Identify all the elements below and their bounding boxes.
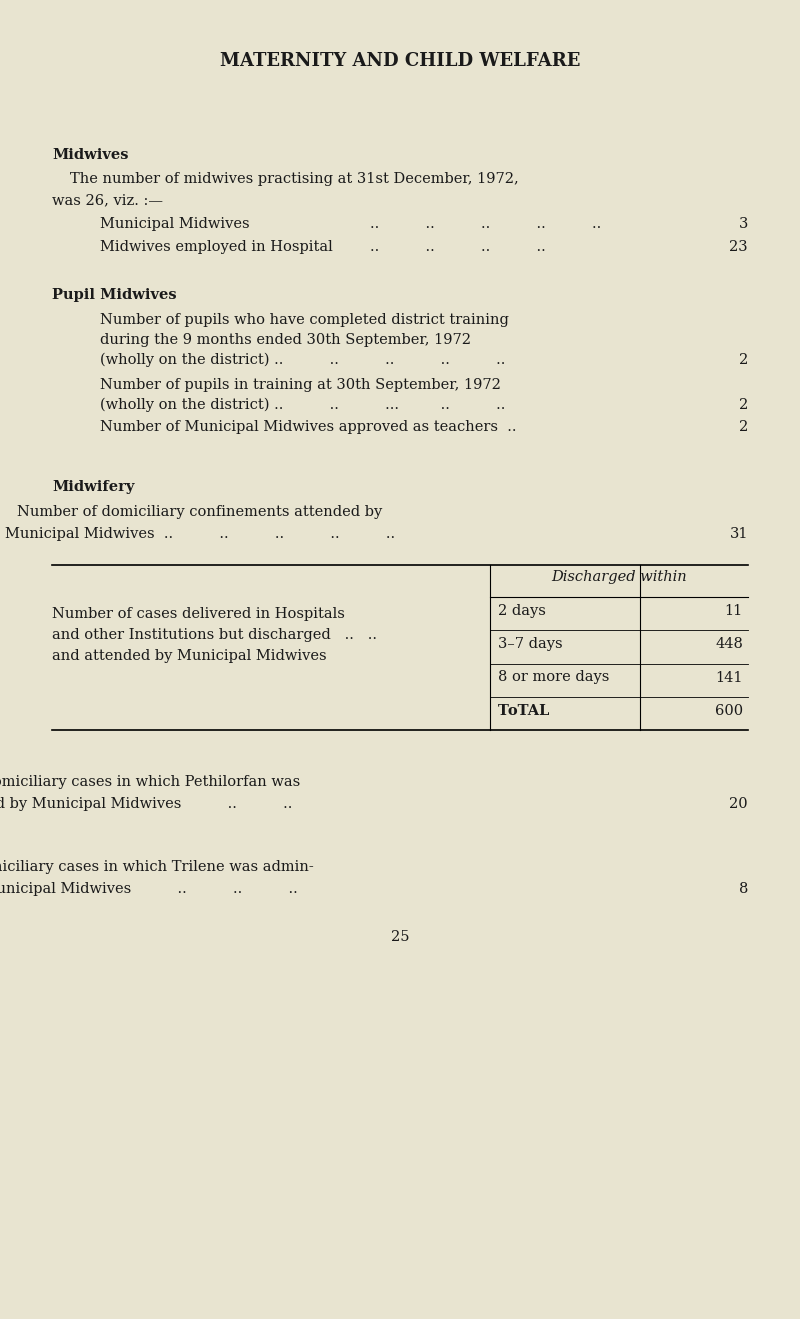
Text: 141: 141 (715, 670, 743, 685)
Text: 2: 2 (738, 398, 748, 412)
Text: 448: 448 (715, 637, 743, 652)
Text: TᴏTAL: TᴏTAL (498, 704, 550, 718)
Text: 25: 25 (390, 930, 410, 944)
Text: Midwives: Midwives (52, 148, 129, 162)
Text: Number of pupils who have completed district training: Number of pupils who have completed dist… (100, 313, 509, 327)
Text: 3: 3 (738, 218, 748, 231)
Text: MATERNITY AND CHILD WELFARE: MATERNITY AND CHILD WELFARE (220, 51, 580, 70)
Text: during the 9 months ended 30th September, 1972: during the 9 months ended 30th September… (100, 332, 471, 347)
Text: was 26, viz. :—: was 26, viz. :— (52, 193, 163, 207)
Text: 20: 20 (730, 797, 748, 811)
Text: (wholly on the district) ..          ..          ..          ..          ..: (wholly on the district) .. .. .. .. .. (100, 353, 506, 368)
Text: 2 days: 2 days (498, 604, 546, 619)
Text: Number of pupils in training at 30th September, 1972: Number of pupils in training at 30th Sep… (100, 379, 501, 392)
Text: 23: 23 (730, 240, 748, 255)
Text: 31: 31 (730, 528, 748, 541)
Text: The number of midwives practising at 31st December, 1972,: The number of midwives practising at 31s… (70, 171, 518, 186)
Text: administered by Municipal Midwives          ..          ..: administered by Municipal Midwives .. .. (0, 797, 293, 811)
Text: 3–7 days: 3–7 days (498, 637, 562, 652)
Text: Midwifery: Midwifery (52, 480, 134, 495)
Text: Number of domiciliary cases in which Trilene was admin-: Number of domiciliary cases in which Tri… (0, 860, 314, 874)
Text: Number of domiciliary cases in which Pethilorfan was: Number of domiciliary cases in which Pet… (0, 776, 301, 789)
Text: and attended by Municipal Midwives: and attended by Municipal Midwives (52, 649, 326, 663)
Text: ..          ..          ..          ..          ..: .. .. .. .. .. (370, 218, 602, 231)
Text: Municipal Midwives: Municipal Midwives (100, 218, 250, 231)
Text: Number of cases delivered in Hospitals: Number of cases delivered in Hospitals (52, 607, 345, 621)
Text: Municipal Midwives  ..          ..          ..          ..          ..: Municipal Midwives .. .. .. .. .. (5, 528, 395, 541)
Text: 600: 600 (715, 704, 743, 718)
Text: 8 or more days: 8 or more days (498, 670, 610, 685)
Text: (wholly on the district) ..          ..          ...         ..          ..: (wholly on the district) .. .. ... .. .. (100, 398, 506, 413)
Text: Number of Municipal Midwives approved as teachers  ..: Number of Municipal Midwives approved as… (100, 419, 517, 434)
Text: Midwives employed in Hospital: Midwives employed in Hospital (100, 240, 333, 255)
Text: 2: 2 (738, 353, 748, 367)
Text: 2: 2 (738, 419, 748, 434)
Text: and other Institutions but discharged   ..   ..: and other Institutions but discharged ..… (52, 628, 377, 642)
Text: Discharged within: Discharged within (551, 570, 687, 584)
Text: istered by Municipal Midwives          ..          ..          ..: istered by Municipal Midwives .. .. .. (0, 882, 298, 896)
Text: Number of domiciliary confinements attended by: Number of domiciliary confinements atten… (18, 505, 382, 518)
Text: 11: 11 (725, 604, 743, 619)
Text: 8: 8 (738, 882, 748, 896)
Text: ..          ..          ..          ..: .. .. .. .. (370, 240, 546, 255)
Text: Pupil Midwives: Pupil Midwives (52, 288, 177, 302)
